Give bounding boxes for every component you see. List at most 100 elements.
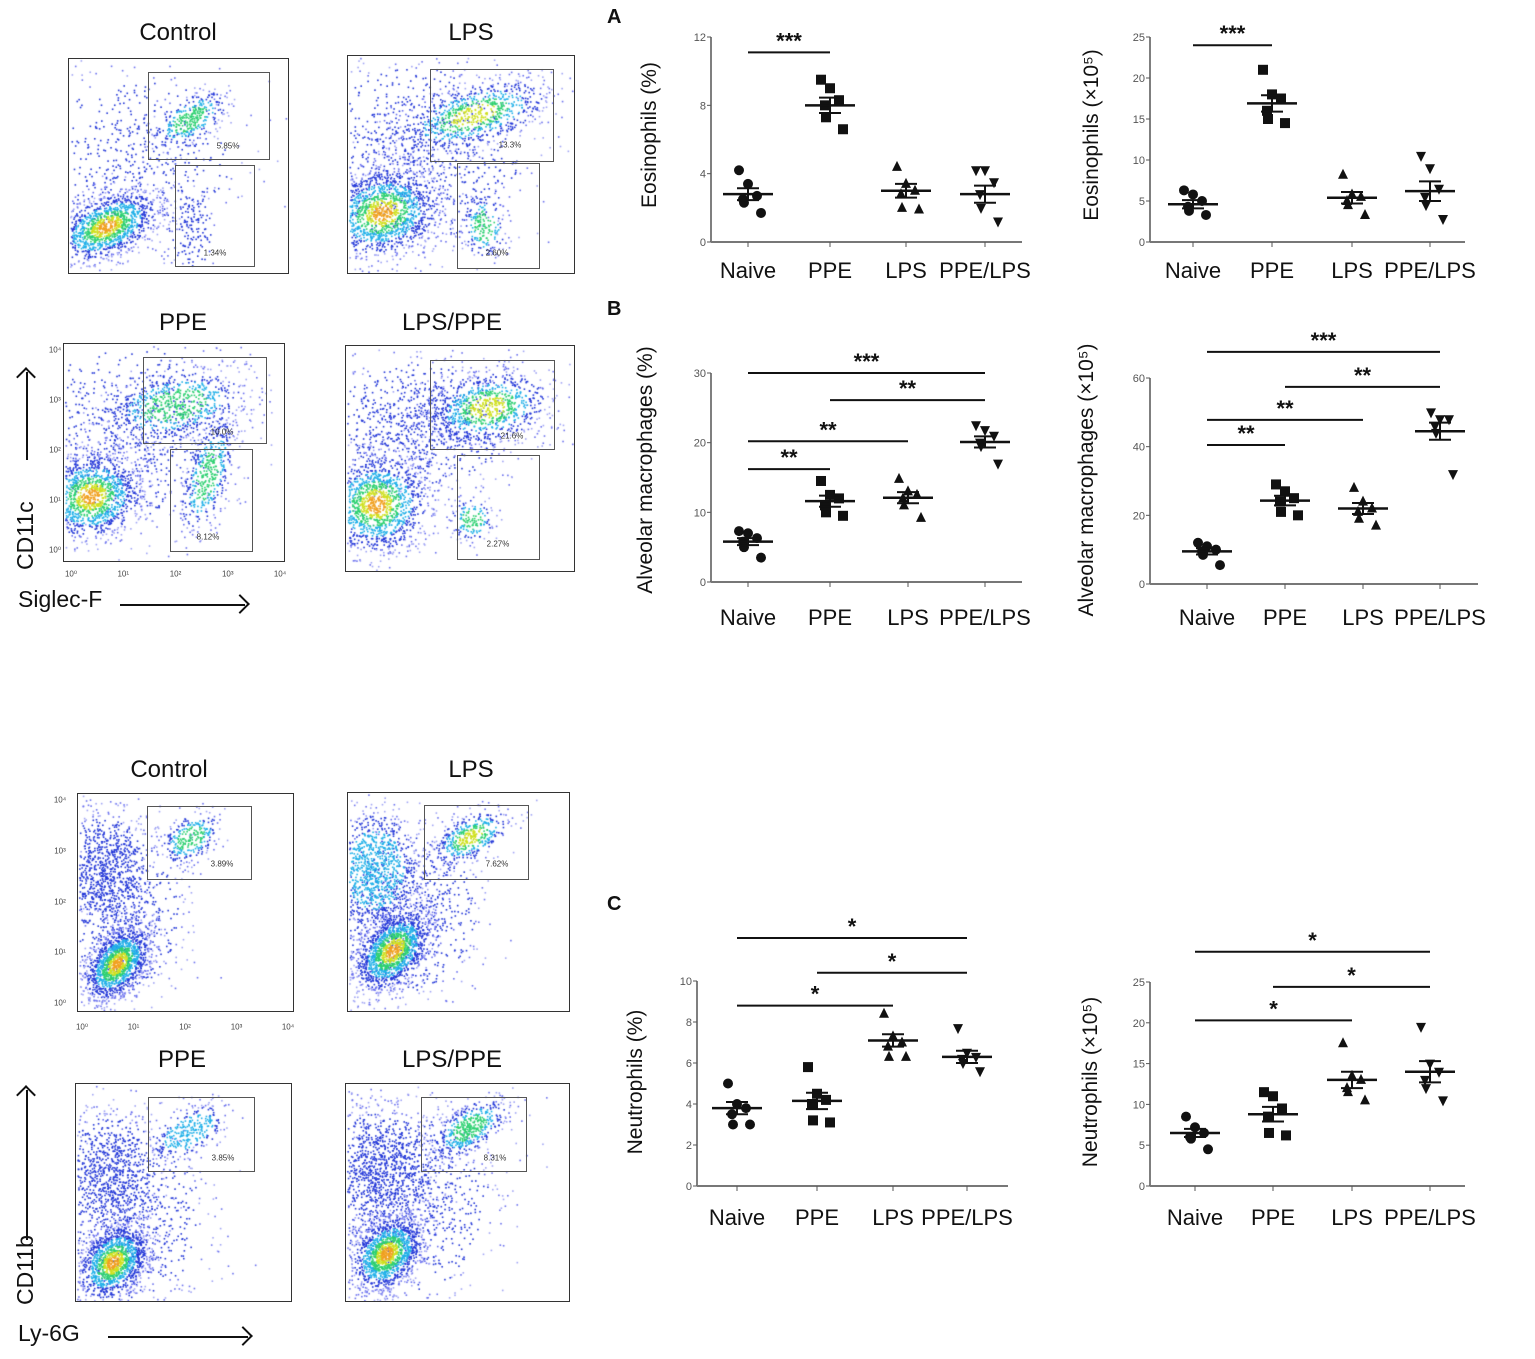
category-label: PPE/LPS	[1384, 258, 1476, 283]
gate-rectangle	[148, 1097, 255, 1172]
data-point-triangle-up	[899, 499, 909, 510]
density-dot-plot	[348, 793, 569, 1011]
data-point-triangle-up	[1338, 168, 1348, 179]
significance-label: *	[1347, 963, 1356, 988]
data-point-triangle-down	[993, 459, 1003, 470]
panel-letter-c: C	[607, 893, 622, 915]
data-point-square	[1264, 1127, 1274, 1138]
y-tick-label: 5	[1139, 196, 1145, 208]
data-point-square	[1281, 1130, 1291, 1141]
flow-cytometry-plot	[68, 58, 289, 274]
data-point-square	[1280, 118, 1290, 129]
y-tick-label: 20	[694, 438, 706, 450]
significance-label: *	[1269, 996, 1278, 1021]
data-point-square	[816, 475, 826, 486]
category-label: LPS	[887, 605, 929, 630]
flow-plot-title: PPE	[158, 309, 208, 336]
density-dot-plot	[64, 344, 284, 561]
y-tick-label: 10³	[54, 846, 66, 856]
data-point-circle	[1179, 185, 1189, 196]
data-point-triangle-down	[971, 421, 981, 432]
data-point-triangle-down	[1434, 184, 1444, 195]
ly-6g-axis-label: Ly-6G	[18, 1320, 80, 1346]
data-point-circle	[745, 1119, 755, 1130]
category-label: PPE/LPS	[1384, 1205, 1476, 1230]
flow-cytometry-plot	[345, 1083, 570, 1302]
flow-plot-title: LPS	[448, 19, 494, 46]
significance-label: *	[848, 914, 857, 939]
y-axis-title: Eosinophils (%)	[638, 62, 661, 208]
data-point-square	[825, 83, 835, 94]
chart-1: 0 5 10 15 20 25 Naive PPE LPS PPE/LPS Eosinophils …	[1080, 21, 1476, 283]
data-point-triangle-up	[901, 1050, 911, 1061]
data-point-triangle-down	[989, 178, 999, 189]
significance-label: **	[819, 417, 837, 442]
density-dot-plot	[348, 56, 574, 273]
y-tick-label: 8	[686, 1017, 692, 1029]
flow-plot-title: LPS	[448, 756, 494, 783]
data-point-triangle-down	[1435, 415, 1445, 426]
data-point-circle	[734, 165, 744, 176]
gate-rectangle	[170, 449, 253, 552]
data-point-triangle-down	[1438, 215, 1448, 226]
y-tick-label: 4	[686, 1099, 692, 1111]
data-point-square	[838, 510, 848, 521]
y-tick-label: 12	[694, 32, 706, 44]
y-tick-label: 6	[686, 1058, 692, 1070]
x-tick-label: 10⁴	[281, 1022, 295, 1032]
gate-rectangle	[143, 357, 267, 444]
y-axis-title: Neutrophils (×10⁵)	[1079, 997, 1102, 1167]
gate-rectangle	[147, 806, 252, 880]
y-tick-label: 25	[1133, 32, 1145, 44]
flow-cytometry-plot	[347, 792, 570, 1012]
data-point-triangle-up	[912, 488, 922, 499]
flow-plot-title: PPE	[157, 1046, 207, 1073]
flow-cytometry-plot	[77, 793, 294, 1012]
data-point-triangle-down	[1448, 470, 1458, 481]
density-dot-plot	[346, 1084, 569, 1301]
data-point-triangle-down	[1426, 408, 1436, 419]
significance-label: **	[1276, 396, 1294, 421]
y-tick-label: 10	[1133, 155, 1145, 167]
flow-plot-title: Control	[139, 19, 217, 46]
gate-percentage: 8.12%	[196, 532, 220, 542]
siglec-f-axis-label: Siglec-F	[18, 586, 103, 612]
chart-5: 0 5 10 15 20 25 Naive PPE LPS PPE/LPS Neutrophils …	[1079, 928, 1476, 1230]
density-dot-plot	[346, 346, 574, 571]
category-label: LPS	[1331, 1205, 1373, 1230]
category-label: PPE/LPS	[939, 258, 1031, 283]
category-label: LPS	[1342, 605, 1384, 630]
significance-label: *	[1308, 928, 1317, 953]
y-tick-label: 10	[694, 507, 706, 519]
gate-percentage: 1.34%	[203, 248, 227, 258]
flow-cytometry-plot	[75, 1083, 292, 1302]
significance-label: **	[1354, 363, 1372, 388]
data-point-triangle-down	[980, 426, 990, 437]
category-label: Naive	[709, 1205, 765, 1230]
data-point-triangle-down	[1420, 1075, 1430, 1086]
data-point-square	[820, 500, 830, 511]
gate-percentage: 21.6%	[500, 431, 524, 441]
gate-percentage: 7.62%	[485, 859, 509, 869]
significance-label: *	[811, 982, 820, 1007]
y-tick-label: 0	[1139, 237, 1145, 249]
data-point-triangle-up	[894, 472, 904, 483]
data-point-circle	[756, 207, 766, 218]
data-point-triangle-up	[884, 1050, 894, 1061]
y-tick-label: 10⁰	[48, 545, 62, 555]
x-tick-label: 10¹	[117, 569, 130, 579]
x-tick-label: 10⁴	[273, 569, 287, 579]
data-point-triangle-down	[1421, 1084, 1431, 1095]
category-label: PPE	[1251, 1205, 1295, 1230]
y-tick-label: 10	[680, 976, 692, 988]
chart-4: 0 2 4 6 8 10 Naive PPE LPS PPE/LPS Neutrophils (%)…	[624, 914, 1013, 1230]
data-point-square	[1271, 479, 1281, 490]
data-point-triangle-up	[1360, 1094, 1370, 1105]
y-axis-title: Alveolar macrophages (%)	[634, 346, 657, 593]
significance-label: ***	[854, 349, 880, 374]
data-point-square	[807, 1099, 817, 1109]
category-label: Naive	[720, 258, 776, 283]
data-point-triangle-up	[896, 188, 906, 199]
significance-label: *	[888, 949, 897, 974]
data-point-triangle-up	[879, 1007, 889, 1018]
